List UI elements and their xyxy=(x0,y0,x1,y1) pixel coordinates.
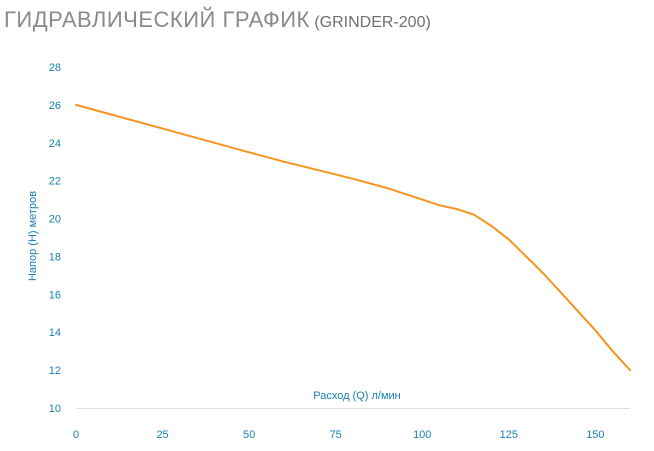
y-tick-label: 22 xyxy=(49,176,61,188)
y-tick-label: 26 xyxy=(49,100,61,112)
x-axis-label: Расход (Q) л/мин xyxy=(313,390,401,402)
y-tick-label: 18 xyxy=(49,251,61,263)
y-tick-label: 24 xyxy=(49,138,61,150)
x-tick-label: 50 xyxy=(243,429,255,441)
y-tick-label: 20 xyxy=(49,214,61,226)
chart-title: ГИДРАВЛИЧЕСКИЙ ГРАФИК (GRINDER-200) xyxy=(4,7,431,33)
chart-title-model: (GRINDER-200) xyxy=(314,14,431,31)
x-tick-labels: 0 25 50 75 100 125 150 xyxy=(73,429,605,441)
y-axis-label: Напор (H) метров xyxy=(27,191,39,281)
y-tick-label: 10 xyxy=(49,403,61,415)
x-tick-label: 75 xyxy=(330,429,342,441)
x-tick-label: 100 xyxy=(413,429,431,441)
y-tick-label: 14 xyxy=(49,327,61,339)
y-tick-label: 16 xyxy=(49,289,61,301)
series-line xyxy=(75,103,631,372)
x-tick-label: 0 xyxy=(73,429,79,441)
y-tick-labels: 10 12 14 16 18 20 22 24 26 28 xyxy=(49,62,61,415)
y-tick-label: 28 xyxy=(49,62,61,74)
x-tick-label: 125 xyxy=(500,429,518,441)
x-tick-label: 25 xyxy=(156,429,168,441)
y-tick-label: 12 xyxy=(49,365,61,377)
chart-title-main: ГИДРАВЛИЧЕСКИЙ ГРАФИК xyxy=(4,7,310,32)
x-tick-label: 150 xyxy=(586,429,604,441)
